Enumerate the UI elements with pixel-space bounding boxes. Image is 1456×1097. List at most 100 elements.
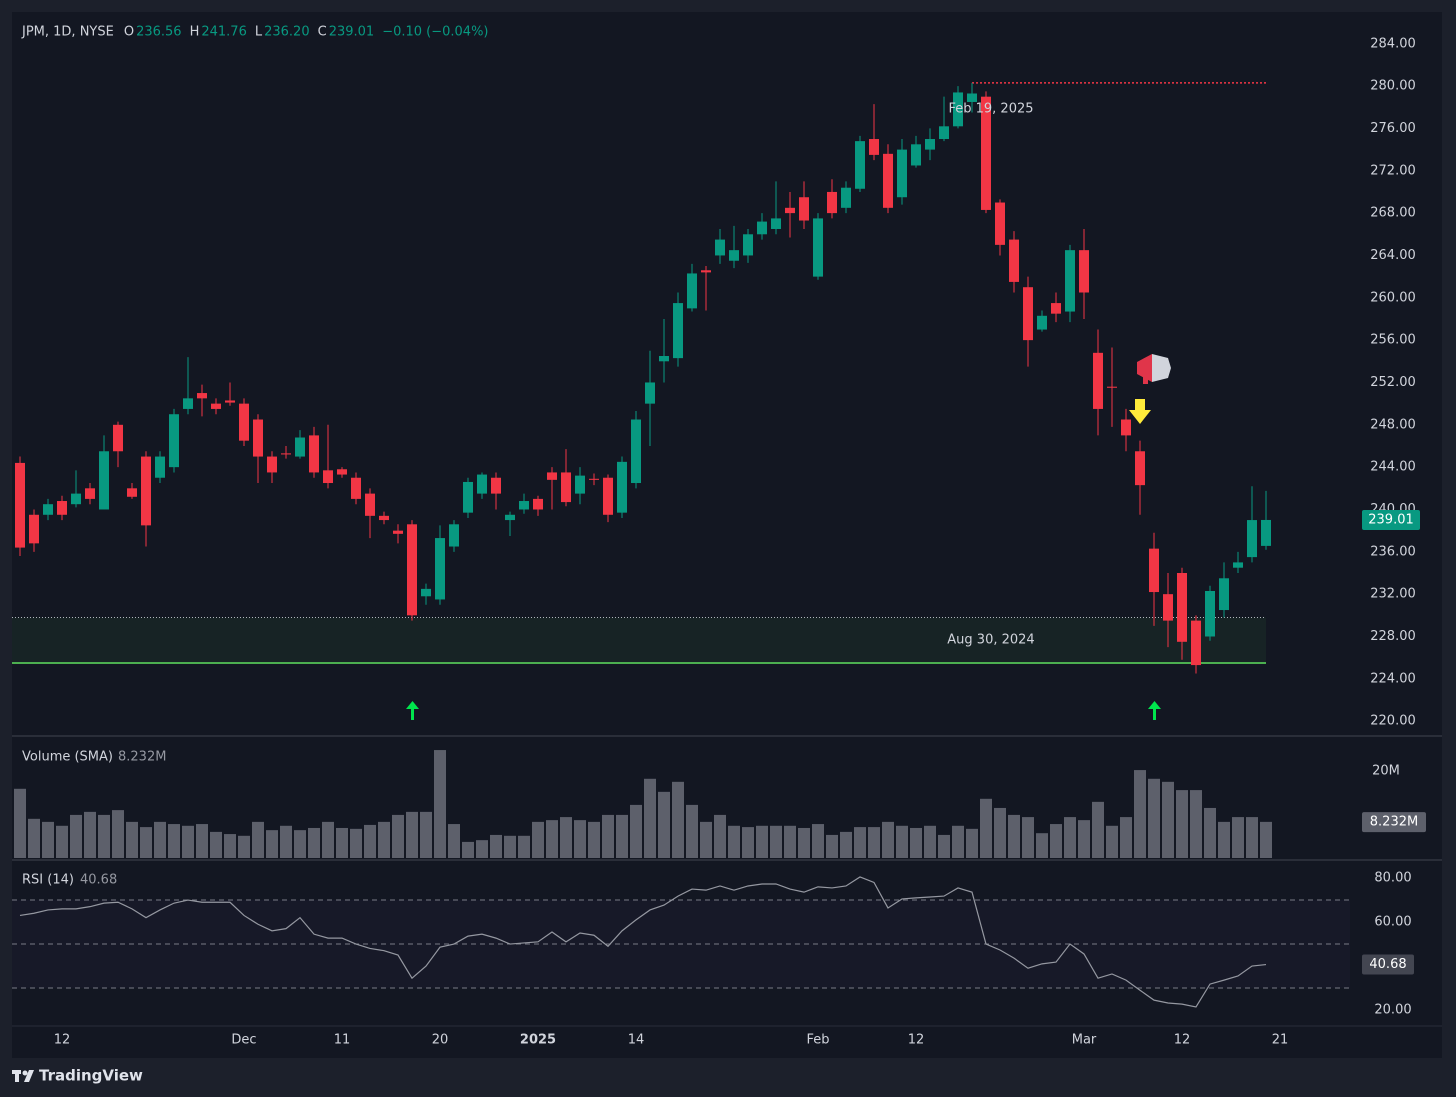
candle-body — [687, 273, 697, 309]
volume-bar — [420, 811, 432, 858]
candle-body — [1191, 620, 1201, 666]
candle-body — [799, 197, 809, 221]
candle-body — [645, 382, 655, 404]
candle-body — [869, 139, 879, 155]
candle-body — [603, 477, 613, 515]
volume-bar — [476, 840, 488, 858]
candle-body — [743, 234, 753, 256]
megaphone-icon — [1137, 354, 1171, 384]
volume-bar — [448, 824, 460, 858]
candle-body — [155, 456, 165, 478]
candle-body — [1079, 250, 1089, 293]
candle-body — [911, 144, 921, 166]
warning-arrow — [1129, 399, 1151, 424]
level-label: Feb 19, 2025 — [948, 101, 1033, 116]
candle-body — [701, 270, 711, 273]
candle-body — [1219, 578, 1229, 611]
x-tick-label: Feb — [806, 1033, 829, 1048]
volume-bar — [98, 814, 110, 858]
ohlc-value: 241.76 — [201, 25, 247, 40]
volume-bar — [924, 825, 936, 858]
candle-body — [953, 92, 963, 127]
volume-bar — [882, 821, 894, 858]
candle-body — [1093, 352, 1103, 409]
price-change: −0.10 (−0.04%) — [382, 25, 488, 40]
volume-bar — [798, 827, 810, 858]
ohlc-label: L — [255, 25, 263, 40]
y-tick-label: 268.00 — [1370, 206, 1416, 221]
x-tick-label: 20 — [432, 1033, 449, 1048]
x-tick-label: Dec — [231, 1033, 256, 1048]
volume-bar — [490, 834, 502, 858]
y-tick-label: 284.00 — [1370, 36, 1416, 51]
candle-body — [351, 477, 361, 499]
candle-body — [295, 437, 305, 457]
candle-body — [57, 501, 67, 515]
volume-bar — [686, 804, 698, 858]
volume-title: Volume (SMA) — [22, 750, 113, 765]
candle-body — [1205, 590, 1215, 637]
candle-body — [771, 218, 781, 229]
signal-arrow — [406, 701, 419, 720]
candle-body — [547, 472, 557, 480]
volume-bar — [1204, 807, 1216, 858]
candle-body — [435, 538, 445, 600]
candle-body — [85, 488, 95, 499]
y-tick-label: 276.00 — [1370, 121, 1416, 136]
candle-body — [337, 469, 347, 475]
volume-bar — [210, 831, 222, 858]
y-tick-label: 272.00 — [1370, 163, 1416, 178]
volume-bar — [1232, 817, 1244, 858]
y-tick-label: 220.00 — [1370, 714, 1416, 729]
volume-bar — [1176, 790, 1188, 858]
y-tick-label: 252.00 — [1370, 375, 1416, 390]
candle-body — [855, 141, 865, 189]
candle-body — [1177, 572, 1187, 642]
volume-bar — [826, 834, 838, 858]
volume-bar — [434, 750, 446, 858]
volume-bar — [1022, 817, 1034, 858]
candle-body — [1121, 419, 1131, 436]
candle-body — [71, 493, 81, 505]
candle-body — [1023, 287, 1033, 341]
signal-arrow — [1148, 701, 1161, 720]
volume-bar — [602, 814, 614, 858]
volume-bar — [588, 821, 600, 858]
candle-body — [575, 475, 585, 494]
candle-body — [183, 398, 193, 409]
volume-bar — [1050, 824, 1062, 858]
ohlc-value: 236.56 — [136, 25, 182, 40]
candle-body — [365, 493, 375, 516]
volume-bar — [560, 817, 572, 858]
volume-bar — [1134, 770, 1146, 858]
volume-bar — [616, 814, 628, 858]
last-price-label: 239.01 — [1368, 512, 1414, 527]
volume-bar — [1092, 801, 1104, 858]
candle-body — [1107, 386, 1117, 388]
x-tick-label: 12 — [908, 1033, 925, 1048]
candle-body — [309, 435, 319, 473]
x-tick-label: 14 — [628, 1033, 645, 1048]
volume-bar — [378, 821, 390, 858]
volume-bar — [462, 841, 474, 858]
volume-bar — [770, 825, 782, 858]
x-tick-label: 11 — [334, 1033, 351, 1048]
volume-bar — [966, 828, 978, 858]
candle-body — [211, 403, 221, 409]
candle-body — [589, 478, 599, 480]
brand-logo — [12, 1070, 34, 1082]
candle-body — [1051, 303, 1061, 314]
volume-bar — [1120, 817, 1132, 858]
volume-bar — [14, 788, 26, 858]
header: JPM, 1D, NYSE O 236.56 H 241.76 L 236.20 C 239.0… — [21, 25, 489, 40]
rsi-value: 40.68 — [80, 873, 117, 888]
candle-body — [883, 153, 893, 208]
x-tick-label: 2025 — [520, 1033, 556, 1048]
volume-bar — [630, 804, 642, 858]
candle-body — [715, 239, 725, 256]
volume-bar — [504, 835, 516, 858]
candle-body — [99, 451, 109, 510]
candle-body — [1233, 562, 1243, 568]
volume-bar — [112, 810, 124, 858]
candle-body — [379, 515, 389, 521]
